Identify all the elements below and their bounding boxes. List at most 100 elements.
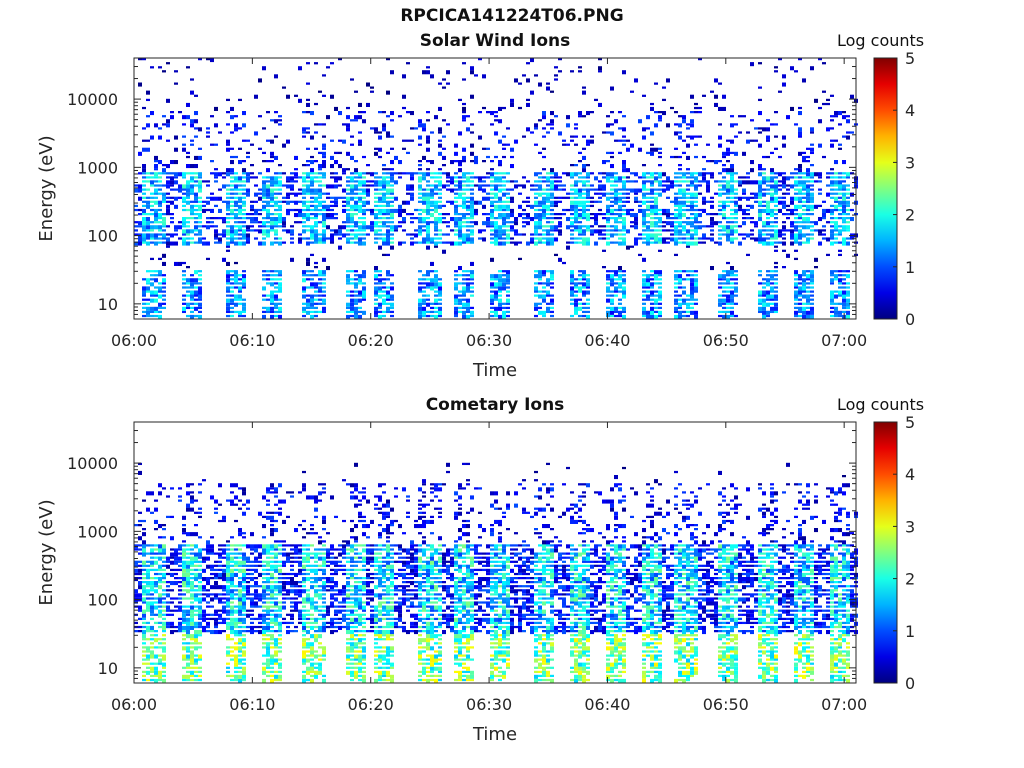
heatmap-cell (694, 286, 698, 291)
heatmap-cell (266, 306, 270, 311)
heatmap-cell (162, 642, 166, 645)
heatmap-cell (470, 192, 474, 195)
heatmap-cell (198, 314, 202, 319)
heatmap-cell (182, 674, 186, 679)
heatmap-cell (354, 306, 358, 311)
heatmap-cell (162, 609, 166, 612)
heatmap-cell (178, 184, 182, 189)
heatmap-cell (162, 487, 166, 490)
heatmap-cell (190, 290, 194, 295)
heatmap-cell (194, 662, 198, 665)
heatmap-cell (146, 204, 150, 209)
heatmap-cell (726, 298, 730, 303)
heatmap-cell (762, 233, 766, 236)
heatmap-cell (174, 241, 178, 246)
heatmap-cell (322, 204, 326, 209)
heatmap-cell (542, 282, 546, 285)
heatmap-cell (230, 310, 234, 314)
heatmap-cell (710, 204, 714, 209)
heatmap-cell (302, 302, 306, 305)
heatmap-cell (158, 601, 162, 604)
heatmap-cell (822, 229, 826, 232)
heatmap-cell (178, 568, 182, 572)
heatmap-cell (826, 176, 830, 179)
heatmap-cell (198, 617, 202, 621)
heatmap-cell (390, 135, 394, 138)
heatmap-cell (286, 208, 290, 213)
heatmap-cell (162, 172, 166, 175)
heatmap-cell (194, 585, 198, 588)
heatmap-cell (182, 585, 186, 588)
heatmap-cell (710, 237, 714, 242)
heatmap-cell (774, 221, 778, 224)
heatmap-cell (654, 147, 658, 152)
heatmap-cell (350, 119, 354, 122)
heatmap-cell (230, 605, 234, 610)
heatmap-cell (322, 94, 326, 97)
heatmap-cell (782, 229, 786, 232)
heatmap-cell (190, 204, 194, 209)
heatmap-cell (174, 160, 178, 165)
heatmap-cell (142, 654, 146, 657)
heatmap-cell (798, 298, 802, 301)
heatmap-cell (314, 274, 318, 277)
heatmap-cell (238, 200, 242, 203)
heatmap-cell (542, 286, 546, 289)
heatmap-cell (182, 208, 186, 212)
heatmap-cell (602, 213, 606, 216)
heatmap-cell (218, 572, 222, 577)
heatmap-cell (570, 139, 574, 142)
heatmap-cell (642, 184, 646, 189)
heatmap-cell (558, 217, 562, 220)
heatmap-cell (198, 634, 202, 637)
heatmap-cell (682, 176, 686, 179)
heatmap-cell (646, 290, 650, 293)
heatmap-cell (378, 208, 382, 213)
heatmap-cell (586, 196, 590, 199)
heatmap-cell (262, 278, 266, 281)
heatmap-cell (226, 625, 230, 630)
heatmap-cell (458, 237, 462, 240)
heatmap-cell (262, 196, 266, 199)
heatmap-cell (690, 306, 694, 310)
heatmap-cell (418, 135, 422, 140)
heatmap-cell (634, 213, 638, 218)
heatmap-cell (230, 298, 234, 303)
heatmap-cell (606, 151, 610, 155)
heatmap-cell (722, 270, 726, 273)
heatmap-cell (322, 221, 326, 226)
heatmap-cell (354, 270, 358, 273)
heatmap-cell (682, 180, 686, 183)
heatmap-cell (762, 298, 766, 303)
heatmap-cell (190, 625, 194, 630)
heatmap-cell (150, 229, 154, 232)
heatmap-cell (206, 208, 210, 212)
heatmap-cell (214, 237, 218, 240)
heatmap-cell (406, 213, 410, 216)
heatmap-cell (206, 548, 210, 553)
heatmap-cell (234, 274, 238, 279)
heatmap-cell (430, 204, 434, 208)
heatmap-cell (534, 294, 538, 297)
heatmap-cell (502, 310, 506, 315)
heatmap-cell (754, 200, 758, 203)
heatmap-cell (490, 290, 494, 293)
heatmap-cell (666, 241, 670, 244)
heatmap-cell (610, 164, 614, 169)
heatmap-cell (534, 274, 538, 279)
heatmap-cell (194, 94, 198, 97)
heatmap-cell (746, 217, 750, 220)
heatmap-cell (162, 650, 166, 653)
heatmap-cell (182, 621, 186, 625)
heatmap-cell (470, 70, 474, 75)
heatmap-cell (294, 94, 298, 97)
heatmap-cell (378, 310, 382, 314)
y-tick-label: 1000 (77, 158, 118, 177)
heatmap-cell (578, 270, 582, 273)
heatmap-cell (766, 221, 770, 226)
heatmap-cell (766, 278, 770, 283)
heatmap-cell (186, 66, 190, 69)
heatmap-cell (446, 225, 450, 228)
colorbar-tick-label: 2 (905, 206, 915, 225)
heatmap-cell (374, 298, 378, 301)
